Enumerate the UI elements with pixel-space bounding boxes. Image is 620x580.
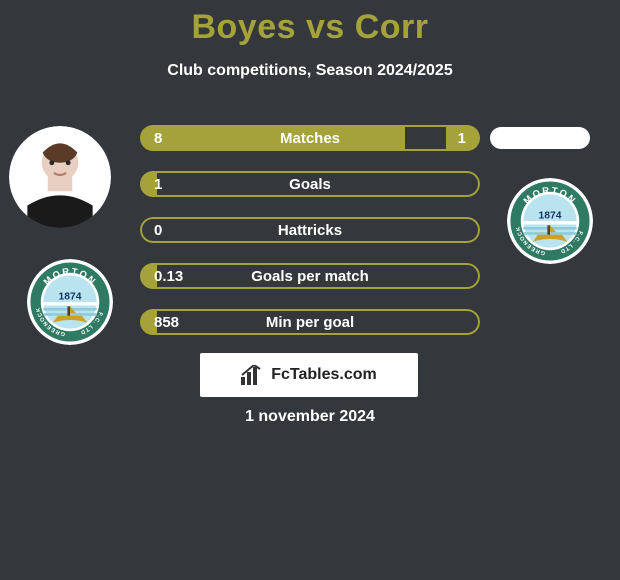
stat-label: Hattricks (140, 217, 480, 243)
stat-row: 0Hattricks (140, 217, 480, 243)
player-right-club-badge: MORTONGREENOCKF.C. LTD1874 (507, 178, 593, 264)
player-left-avatar (9, 126, 111, 228)
stat-row: 0.13Goals per match (140, 263, 480, 289)
comparison-rows: 81Matches 1Goals 0Hattricks 0.13Goals per m… (140, 125, 480, 355)
page-title: Boyes vs Corr (0, 8, 620, 47)
watermark-text: FcTables.com (271, 366, 377, 384)
stat-row: 1Goals (140, 171, 480, 197)
player-right-avatar-placeholder (490, 127, 590, 149)
svg-text:1874: 1874 (539, 210, 562, 221)
page-subtitle: Club competitions, Season 2024/2025 (0, 62, 620, 80)
stat-label: Goals per match (140, 263, 480, 289)
stat-row: 858Min per goal (140, 309, 480, 335)
bar-chart-icon (241, 365, 265, 385)
stat-label: Goals (140, 171, 480, 197)
svg-text:1874: 1874 (59, 291, 82, 302)
player-left-club-badge: MORTONGREENOCKF.C. LTD1874 (27, 259, 113, 345)
player-left-avatar-svg (9, 126, 111, 228)
stat-label: Min per goal (140, 309, 480, 335)
comparison-infographic: Boyes vs Corr Club competitions, Season … (0, 0, 620, 580)
fctables-watermark: FcTables.com (200, 353, 418, 397)
stat-label: Matches (140, 125, 480, 151)
footer-date: 1 november 2024 (0, 408, 620, 426)
stat-row: 81Matches (140, 125, 480, 151)
